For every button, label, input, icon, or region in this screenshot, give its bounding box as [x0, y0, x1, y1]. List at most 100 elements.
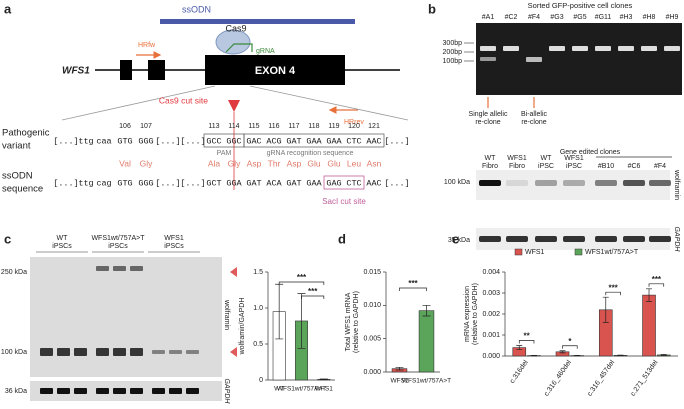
blot-band: [113, 348, 126, 356]
y-tick-label: 0.002: [482, 311, 500, 318]
marker-label: 100bp: [443, 58, 463, 65]
blot-band: [96, 388, 109, 394]
blot-band: [74, 348, 87, 356]
group-label: iPSCs: [108, 243, 128, 250]
cut-site-marker: [228, 100, 240, 112]
blot-band: [96, 348, 109, 356]
marker-label: 300bp: [443, 40, 463, 47]
x-tick-label: c.316_457del: [586, 359, 616, 398]
error-bar: [516, 345, 523, 351]
blot-band: [563, 236, 585, 242]
sig-label: ***: [408, 279, 418, 288]
group-label: WT: [57, 235, 69, 242]
bar: [418, 310, 435, 373]
panel-a: a ssODN EXON 4 WFS1 Cas9 gRNA HRfw HRrev…: [2, 1, 409, 206]
error-bar: [319, 378, 328, 380]
blot-band: [96, 266, 109, 271]
gene-label: WFS1: [62, 66, 90, 77]
lane-label: #A1: [482, 14, 495, 21]
sequence-token: ttg: [78, 136, 93, 146]
blot-lane-label: #C6: [628, 163, 641, 170]
codon-number: 118: [308, 123, 319, 130]
sequence-token: GGA: [226, 178, 242, 188]
exon-box: [120, 60, 132, 80]
blot-band: [113, 266, 126, 271]
sequence-token: [...]: [53, 178, 79, 188]
clones-label: Gene edited clones: [560, 149, 621, 156]
blot-band: [535, 180, 557, 186]
error-bar: [422, 304, 431, 317]
zoom-line: [249, 85, 409, 121]
y-tick-label: 0.001: [482, 332, 500, 339]
sequence-token: ttg: [78, 178, 93, 188]
y-axis-label: mRNA expression: [464, 286, 471, 342]
panel-label: d: [338, 231, 346, 246]
grna-shape: [225, 43, 253, 53]
sequence-token: ACG: [266, 136, 281, 146]
blot-band: [506, 180, 528, 186]
y-tick-label: 0.004: [482, 269, 500, 276]
amino-acid: Gly: [228, 158, 242, 168]
size-label: 100 kDa: [1, 349, 27, 356]
y-axis-label: Total WFS1 mRNA: [345, 292, 352, 351]
sequence-token: AAC: [366, 178, 381, 188]
protein-label: wolframin: [223, 299, 230, 330]
band-marker: [230, 347, 237, 357]
grna-box: [243, 133, 385, 148]
panel-b: b Sorted GFP-positive cell clones Gene e…: [428, 1, 682, 252]
error-bar: [559, 350, 566, 354]
annotation: Bi-allelic: [521, 111, 548, 118]
group-label: WFS1: [164, 235, 184, 242]
marker-label: 200bp: [443, 49, 463, 56]
sequence-token: caa: [96, 136, 111, 146]
blot-band: [186, 388, 199, 394]
sig-bracket: [518, 340, 535, 344]
sig-label: *: [568, 337, 572, 346]
sig-bracket: [399, 287, 427, 291]
gel-band: [503, 46, 519, 51]
legend-swatch: [574, 248, 583, 256]
sig-bracket: [278, 281, 325, 285]
amino-acid: Gly: [140, 158, 154, 168]
sequence-token: [...]: [384, 178, 410, 188]
gel-band: [595, 46, 611, 51]
lane-label: #G5: [573, 14, 586, 21]
y-tick-label: 1.0: [253, 305, 263, 312]
row-label: variant: [2, 141, 31, 152]
gel-band: [549, 46, 565, 51]
y-tick-label: 0.000: [482, 353, 500, 360]
y-axis-label: (relative to GAPDH): [353, 291, 360, 353]
sequence-token: CTC: [346, 136, 361, 146]
codon-number: 117: [288, 123, 299, 130]
lane-label: #C2: [505, 14, 518, 21]
row-label: sequence: [2, 184, 43, 195]
error-bar: [660, 354, 667, 356]
blot-band: [506, 236, 528, 242]
size-label: 35 kDa: [448, 237, 470, 244]
annotation: Single allelic: [469, 111, 508, 118]
blot-band: [130, 348, 143, 356]
legend-label: WFS1: [525, 249, 545, 256]
blot-lane-label: iPSC: [538, 163, 554, 170]
hrrev-label: HRrev: [344, 119, 364, 126]
amino-acid: Asn: [367, 158, 382, 168]
codon-number: 121: [368, 123, 380, 130]
lane-label: #G11: [595, 14, 612, 21]
gel: [476, 23, 682, 95]
amino-acid: Glu: [327, 158, 341, 168]
grna-seq-label: gRNA recognition sequence: [267, 150, 354, 157]
blot-band: [74, 388, 87, 394]
protein-label: GAPDH: [673, 227, 680, 253]
sequence-token: [...]: [155, 178, 181, 188]
y-tick-label: 0.003: [482, 290, 500, 297]
y-axis-label: (relative to GAPDH): [472, 283, 479, 345]
codon-number: 113: [208, 123, 219, 130]
sequence-token: GAA: [326, 136, 342, 146]
blot-band: [152, 388, 165, 394]
blot-band: [152, 350, 165, 354]
x-tick-label: WFS1wt/757A>T: [402, 378, 451, 385]
y-tick-label: 1.5: [253, 269, 263, 276]
y-tick-label: 0.015: [363, 269, 381, 276]
blot-band: [130, 266, 143, 271]
